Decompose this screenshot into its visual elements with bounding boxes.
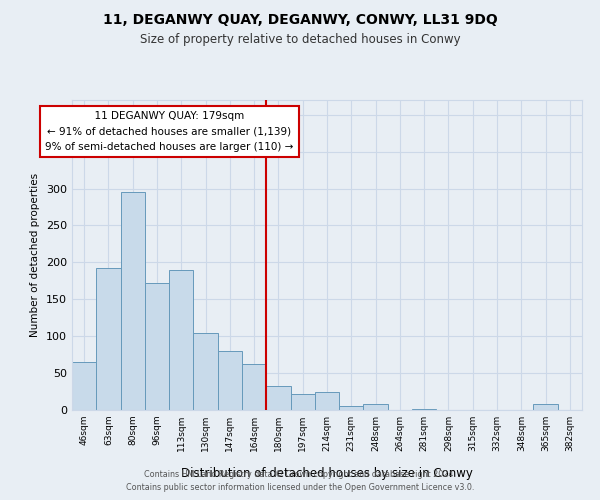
Text: Distribution of detached houses by size in Conwy: Distribution of detached houses by size …	[181, 468, 473, 480]
Bar	[96, 268, 121, 410]
Bar	[218, 351, 242, 410]
Bar	[72, 362, 96, 410]
Bar	[193, 332, 218, 410]
Bar	[145, 283, 169, 410]
Text: 11, DEGANWY QUAY, DEGANWY, CONWY, LL31 9DQ: 11, DEGANWY QUAY, DEGANWY, CONWY, LL31 9…	[103, 12, 497, 26]
Bar	[533, 404, 558, 410]
Bar	[290, 394, 315, 410]
Bar	[121, 192, 145, 410]
Bar	[266, 386, 290, 410]
Text: Contains HM Land Registry data © Crown copyright and database right 2024.
Contai: Contains HM Land Registry data © Crown c…	[126, 470, 474, 492]
Text: 11 DEGANWY QUAY: 179sqm  
← 91% of detached houses are smaller (1,139)
9% of sem: 11 DEGANWY QUAY: 179sqm ← 91% of detache…	[45, 111, 293, 152]
Bar	[242, 364, 266, 410]
Y-axis label: Number of detached properties: Number of detached properties	[31, 173, 40, 337]
Bar	[364, 404, 388, 410]
Bar	[339, 406, 364, 410]
Bar	[412, 408, 436, 410]
Text: Size of property relative to detached houses in Conwy: Size of property relative to detached ho…	[140, 32, 460, 46]
Bar	[315, 392, 339, 410]
Bar	[169, 270, 193, 410]
